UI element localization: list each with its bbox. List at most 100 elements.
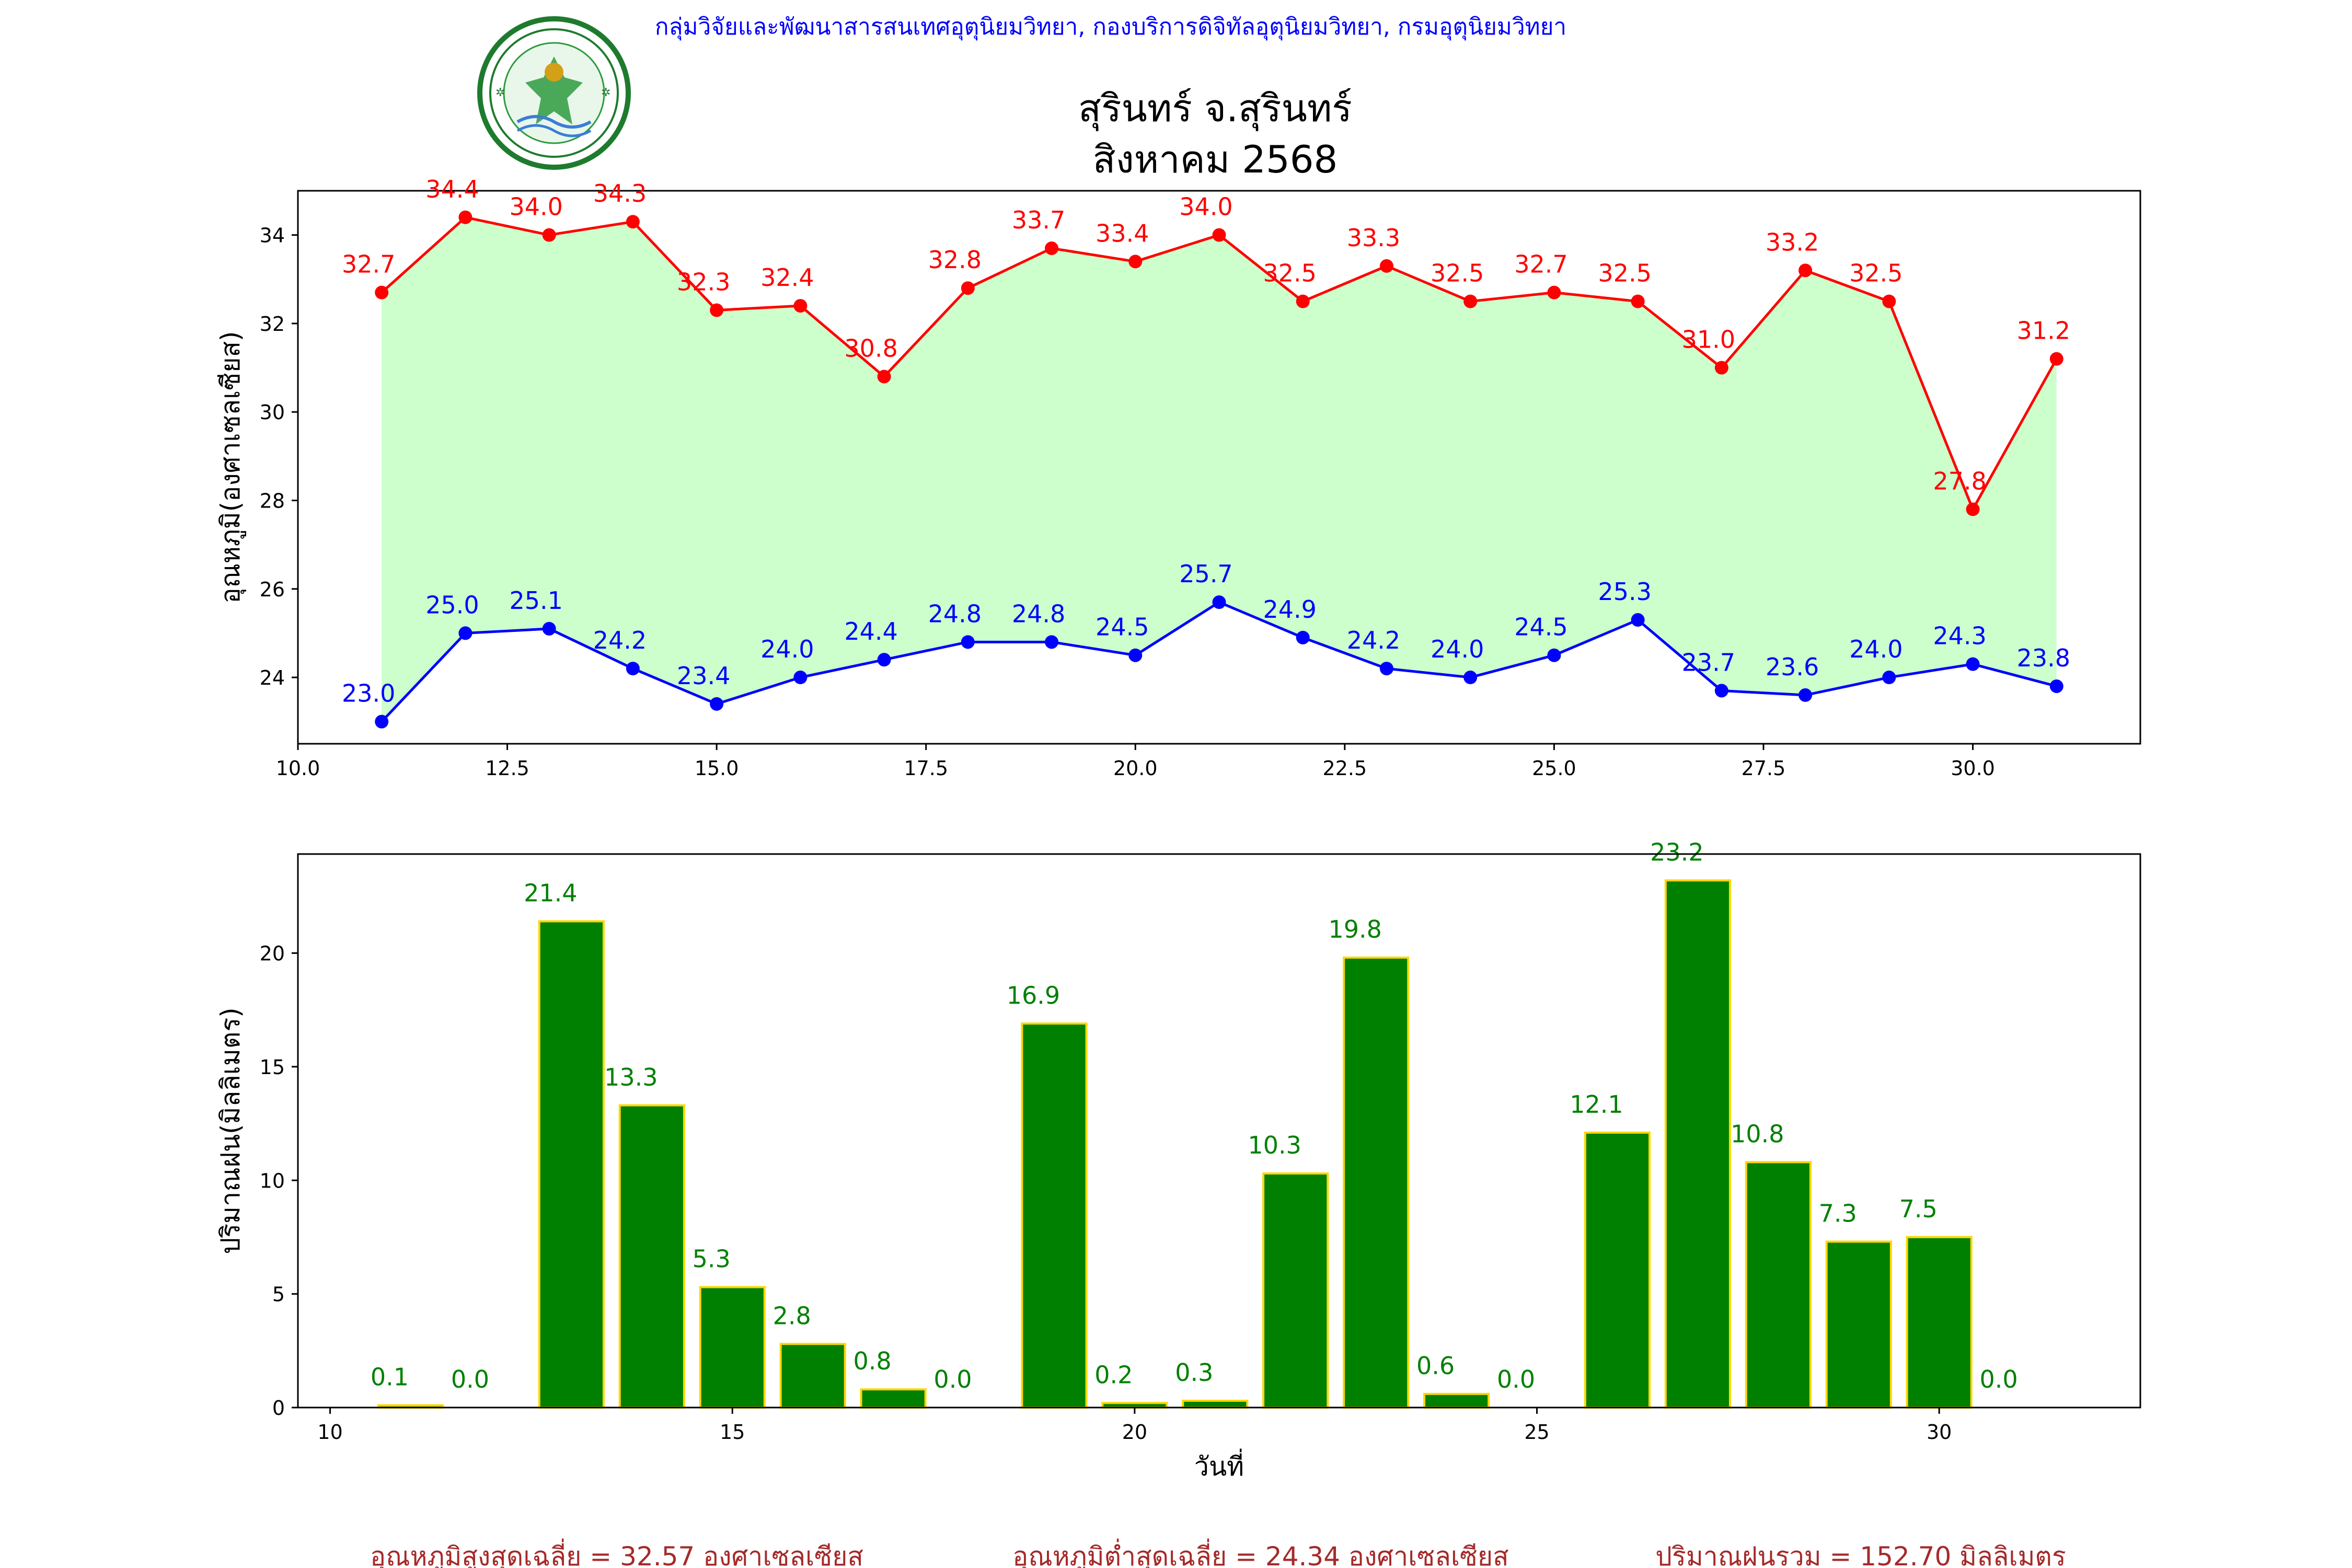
min-temp-point xyxy=(878,653,891,666)
max-temp-point xyxy=(2050,352,2063,366)
min-temp-point xyxy=(458,626,472,640)
min-temp-data-label: 25.3 xyxy=(1598,578,1651,606)
rainfall-x-tick-label: 25 xyxy=(1524,1421,1549,1444)
max-temp-point xyxy=(1463,295,1477,308)
min-temp-point xyxy=(1045,635,1058,649)
min-temp-point xyxy=(1380,662,1393,675)
temperature-x-tick-label: 15.0 xyxy=(695,757,739,780)
max-temp-data-label: 33.4 xyxy=(1096,219,1149,247)
rainfall-x-tick-label: 15 xyxy=(720,1421,745,1444)
max-temp-point xyxy=(1045,241,1058,255)
max-temp-data-label: 33.2 xyxy=(1766,228,1819,256)
max-temp-point xyxy=(458,211,472,224)
min-temp-point xyxy=(1128,649,1142,662)
min-temp-point xyxy=(1882,671,1896,684)
min-temp-data-label: 24.9 xyxy=(1263,595,1317,624)
temperature-x-tick-label: 20.0 xyxy=(1113,757,1158,780)
chart-title-period: สิงหาคม 2568 xyxy=(1093,137,1338,181)
temperature-x-tick-label: 25.0 xyxy=(1532,757,1576,780)
temperature-y-axis-label: อุณหภูมิ(องศาเซลเซียส) xyxy=(215,331,246,603)
min-temp-data-label: 24.0 xyxy=(1849,635,1903,663)
max-temp-point xyxy=(543,228,556,242)
rainfall-bar xyxy=(1907,1237,1971,1408)
rainfall-data-label: 16.9 xyxy=(1007,981,1060,1009)
min-temp-data-label: 23.0 xyxy=(342,679,395,708)
temperature-y-tick-label: 34 xyxy=(260,224,285,247)
rainfall-data-label: 12.1 xyxy=(1570,1090,1623,1119)
temperature-y-tick-label: 24 xyxy=(260,666,285,689)
max-temp-data-label: 31.2 xyxy=(2017,317,2070,345)
temperature-x-tick-label: 22.5 xyxy=(1323,757,1367,780)
rainfall-data-label: 2.8 xyxy=(773,1301,811,1330)
max-temp-point xyxy=(710,304,723,317)
rainfall-y-tick-label: 5 xyxy=(272,1283,285,1306)
rainfall-y-tick-label: 20 xyxy=(260,942,285,965)
max-temp-point xyxy=(1213,228,1226,242)
max-temp-point xyxy=(1966,502,1980,516)
svg-text:✲: ✲ xyxy=(601,86,610,99)
footer-avg-max: อุณหภูมิสูงสุดเฉลี่ย = 32.57 องศาเซลเซีย… xyxy=(370,1539,863,1568)
temperature-y-tick-label: 32 xyxy=(260,313,285,336)
min-temp-point xyxy=(543,622,556,636)
rainfall-data-label: 0.1 xyxy=(371,1363,409,1391)
rainfall-data-label: 7.3 xyxy=(1819,1200,1857,1228)
rainfall-bar xyxy=(1022,1023,1086,1408)
min-temp-data-label: 24.2 xyxy=(593,626,647,654)
max-temp-data-label: 34.0 xyxy=(509,193,562,221)
rainfall-data-label: 7.5 xyxy=(1899,1195,1938,1223)
max-temp-data-label: 32.5 xyxy=(1431,259,1484,287)
rainfall-data-label: 5.3 xyxy=(693,1245,731,1273)
temperature-chart: 10.0 12.5 15.0 17.5 20.0 22.5 25.0 27.5 30.0 24 26… xyxy=(215,175,2140,780)
max-temp-point xyxy=(375,286,388,299)
min-temp-data-label: 23.4 xyxy=(677,662,730,690)
max-temp-data-label: 33.3 xyxy=(1347,224,1400,252)
min-temp-data-label: 24.0 xyxy=(760,635,814,663)
rainfall-bar xyxy=(620,1105,684,1408)
min-temp-point xyxy=(1966,658,1980,671)
rainfall-bar xyxy=(1183,1401,1247,1408)
min-temp-point xyxy=(1715,684,1728,697)
min-temp-point xyxy=(1631,613,1645,627)
rainfall-y-tick-label: 0 xyxy=(272,1397,285,1420)
rainfall-data-label: 10.8 xyxy=(1731,1120,1784,1148)
min-temp-data-label: 25.1 xyxy=(509,586,562,615)
temperature-y-tick-label: 28 xyxy=(260,489,285,512)
max-temp-data-label: 34.4 xyxy=(425,175,479,203)
rainfall-bar xyxy=(1827,1242,1891,1408)
max-temp-data-label: 31.0 xyxy=(1682,326,1735,354)
rainfall-y-tick-label: 15 xyxy=(260,1056,285,1079)
rainfall-data-label: 0.2 xyxy=(1094,1361,1133,1389)
rainfall-bar xyxy=(539,921,604,1408)
min-temp-point xyxy=(1296,631,1310,644)
rainfall-x-tick-label: 10 xyxy=(317,1421,342,1444)
max-temp-data-label: 32.5 xyxy=(1263,259,1317,287)
rainfall-bar xyxy=(1746,1162,1811,1408)
rainfall-bar xyxy=(1666,880,1730,1408)
min-temp-point xyxy=(1463,671,1477,684)
rainfall-data-label: 0.0 xyxy=(451,1365,489,1393)
rainfall-x-tick-label: 30 xyxy=(1927,1421,1952,1444)
min-temp-point xyxy=(710,697,723,711)
temperature-x-tick-label: 30.0 xyxy=(1951,757,1995,780)
min-temp-point xyxy=(375,715,388,729)
rainfall-chart: 0.1 0.0 21.4 13.3 5.3 2.8 0.8 0.0 16.9 0.2 0.3 10.3… xyxy=(215,838,2140,1482)
rainfall-data-label: 0.8 xyxy=(854,1347,892,1375)
chart-title-station: สุรินทร์ จ.สุรินทร์ xyxy=(1078,86,1352,131)
min-temp-data-label: 24.3 xyxy=(1933,622,1986,650)
min-temp-data-label: 24.0 xyxy=(1431,635,1484,663)
min-temp-point xyxy=(1547,649,1561,662)
temperature-x-tick-label: 27.5 xyxy=(1742,757,1786,780)
min-temp-data-label: 24.2 xyxy=(1347,626,1400,654)
max-temp-point xyxy=(1380,259,1393,273)
max-temp-data-label: 32.3 xyxy=(677,268,730,296)
max-temp-point xyxy=(1547,286,1561,299)
max-temp-data-label: 32.4 xyxy=(760,263,814,292)
max-temp-data-label: 34.0 xyxy=(1179,193,1232,221)
max-temp-data-label: 32.7 xyxy=(1514,250,1567,279)
temperature-x-tick-label: 12.5 xyxy=(485,757,529,780)
min-temp-point xyxy=(2050,679,2063,693)
max-temp-point xyxy=(1296,295,1310,308)
rainfall-data-label: 23.2 xyxy=(1650,838,1703,866)
rainfall-data-label: 19.8 xyxy=(1328,915,1381,943)
